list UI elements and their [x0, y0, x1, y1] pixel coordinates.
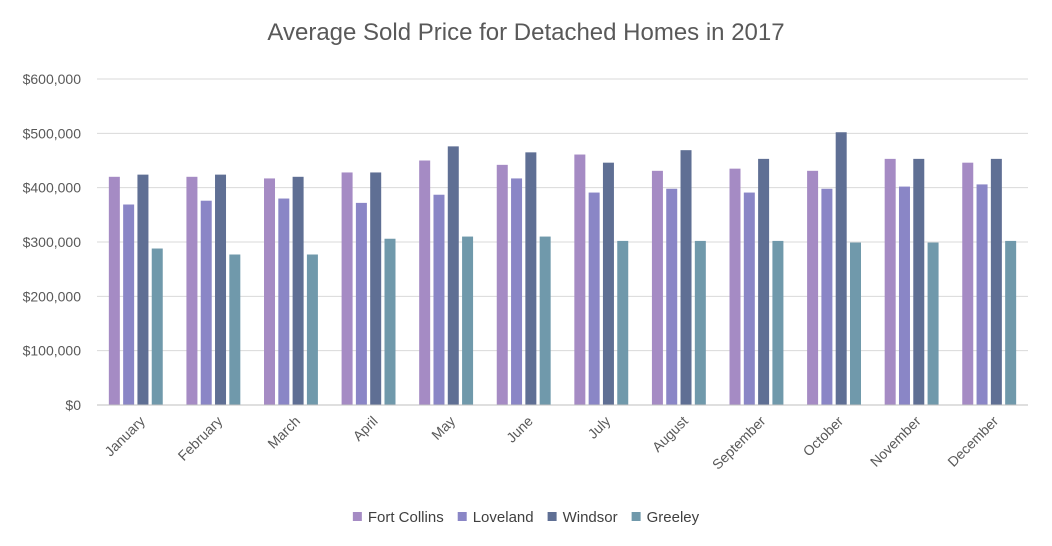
bar	[200, 200, 212, 405]
bar	[729, 168, 741, 405]
bar	[108, 176, 120, 405]
bar	[151, 248, 163, 405]
bar	[962, 162, 974, 405]
bar	[306, 254, 318, 405]
bar	[602, 162, 614, 405]
legend-swatch	[457, 512, 467, 521]
bar	[496, 164, 508, 405]
x-tick-label: December	[944, 413, 1001, 470]
legend-item: Windsor	[547, 509, 618, 526]
y-tick-label: $400,000	[23, 180, 82, 196]
bar	[462, 236, 474, 405]
bar	[694, 240, 706, 405]
bar	[1005, 240, 1017, 405]
y-tick-label: $300,000	[23, 234, 82, 250]
bar	[743, 192, 755, 405]
legend-swatch	[631, 512, 641, 521]
x-tick-label: April	[350, 413, 381, 444]
bar	[355, 202, 367, 405]
x-tick-label: February	[175, 413, 226, 464]
x-tick-label: May	[428, 413, 458, 443]
x-tick-label: November	[867, 413, 924, 470]
legend-label: Fort Collins	[368, 509, 444, 526]
x-tick-label: January	[101, 413, 148, 460]
bar	[447, 146, 459, 405]
legend-label: Windsor	[563, 509, 618, 526]
y-tick-label: $0	[65, 397, 81, 413]
bar	[927, 242, 939, 405]
legend-item: Greeley	[631, 509, 700, 526]
bar	[229, 254, 241, 405]
bar	[807, 170, 819, 405]
x-tick-label: June	[503, 413, 536, 446]
x-tick-label: August	[649, 413, 691, 455]
bar	[898, 186, 910, 405]
bar	[680, 150, 692, 405]
bar	[341, 172, 353, 405]
legend: Fort Collins Loveland Windsor Greeley	[352, 509, 700, 526]
bar	[588, 192, 600, 405]
bar	[123, 204, 135, 405]
legend-swatch	[547, 512, 557, 521]
bar	[384, 238, 396, 405]
bar	[215, 174, 227, 405]
bar	[821, 188, 833, 405]
legend-item: Loveland	[457, 509, 534, 526]
bar	[772, 240, 784, 405]
bar	[433, 194, 445, 405]
bar	[758, 158, 770, 405]
bar	[292, 176, 304, 405]
bar	[137, 174, 149, 405]
legend-item: Fort Collins	[352, 509, 444, 526]
x-tick-label: March	[264, 413, 303, 452]
bars	[108, 132, 1017, 405]
y-axis-tick-labels: $0 $100,000 $200,000 $300,000 $400,000 $500,0…	[23, 71, 82, 413]
bar	[976, 184, 988, 405]
bar	[539, 236, 551, 405]
x-tick-label: October	[800, 413, 847, 460]
bar	[186, 176, 198, 405]
bar	[264, 178, 276, 405]
chart-title: Average Sold Price for Detached Homes in…	[267, 19, 784, 46]
y-tick-label: $500,000	[23, 125, 82, 141]
y-tick-label: $200,000	[23, 288, 82, 304]
bar	[651, 170, 663, 405]
bar	[278, 198, 290, 405]
bar	[525, 152, 537, 405]
y-tick-label: $600,000	[23, 71, 82, 87]
bar	[574, 154, 586, 405]
bar	[419, 160, 431, 405]
grid-lines	[97, 78, 1028, 352]
bar	[990, 158, 1002, 405]
bar	[617, 240, 629, 405]
y-tick-label: $100,000	[23, 343, 82, 359]
bar	[511, 178, 523, 405]
bar	[913, 158, 925, 405]
legend-swatch	[352, 512, 362, 521]
x-tick-label: September	[709, 413, 769, 473]
bar	[370, 172, 382, 405]
legend-label: Greeley	[647, 509, 700, 526]
x-tick-label: July	[584, 413, 613, 442]
bar	[835, 132, 847, 405]
bar	[884, 158, 896, 405]
x-axis-tick-labels: January February March April May June July Augu…	[101, 413, 1001, 473]
bar	[849, 242, 861, 405]
bar	[666, 188, 678, 405]
legend-label: Loveland	[473, 509, 534, 526]
